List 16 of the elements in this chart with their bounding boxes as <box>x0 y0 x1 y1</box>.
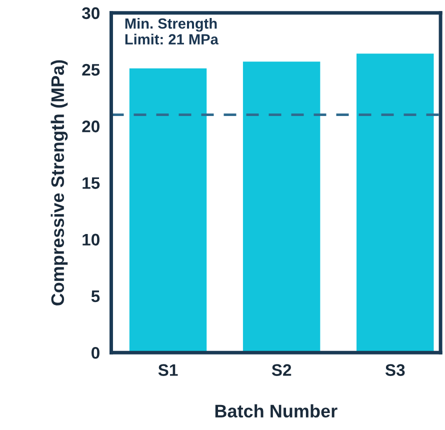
x-tick-label: S3 <box>385 364 405 376</box>
y-tick-label: 15 <box>82 177 100 189</box>
y-tick-label: 20 <box>82 120 100 132</box>
y-tick-label: 30 <box>82 7 100 20</box>
y-tick-label: 5 <box>91 290 100 302</box>
bar <box>242 62 320 353</box>
annotation: Min. Strength Limit: 21 MPa <box>125 18 219 44</box>
bar <box>356 54 434 353</box>
x-tick-label: S2 <box>272 364 292 376</box>
y-tick-label: 25 <box>82 64 100 76</box>
y-tick-label: 0 <box>92 347 100 359</box>
y-axis-title: Compressive Strength (MPa) <box>50 60 68 306</box>
x-axis-title: Batch Number <box>215 404 338 418</box>
y-tick-label: 10 <box>82 234 100 246</box>
bar <box>129 68 207 353</box>
x-tick-label: S1 <box>158 364 178 376</box>
